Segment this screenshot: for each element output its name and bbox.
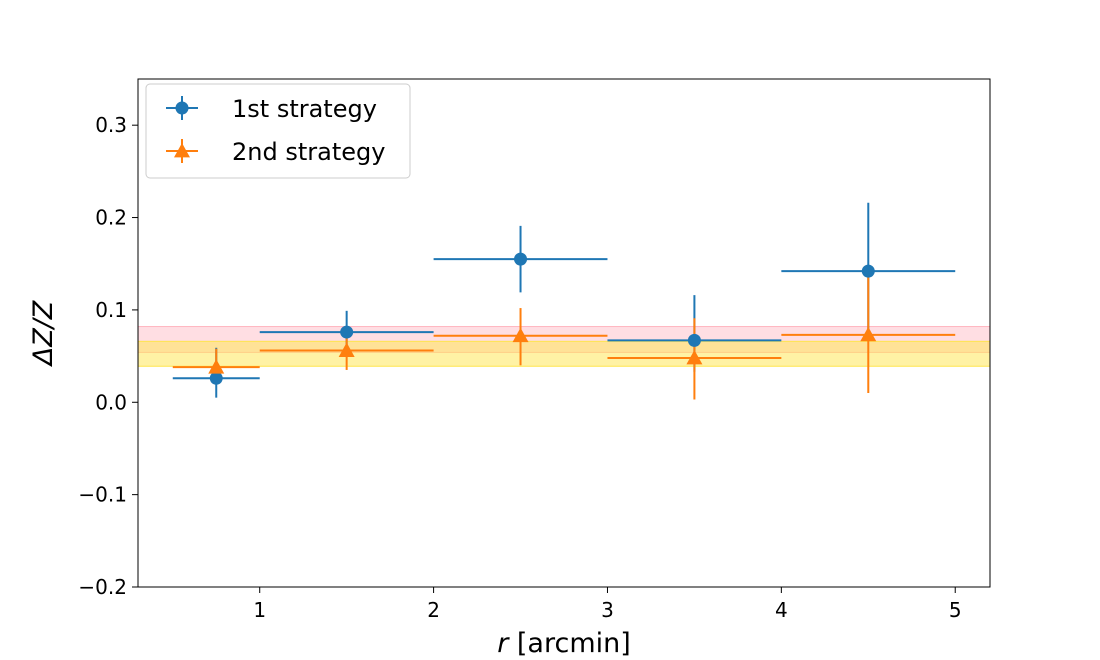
x-tick-label: 1	[253, 598, 266, 622]
y-tick-label: 0.1	[95, 298, 127, 322]
x-axis-label: r [arcmin]	[497, 628, 631, 659]
y-tick-label: 0.2	[95, 206, 127, 230]
y-tick-label: 0.0	[95, 390, 127, 414]
y-tick-label: −0.2	[78, 575, 127, 599]
series-2nd-point	[686, 349, 703, 365]
series-1st-point	[209, 371, 223, 385]
legend-entry-1st: 1st strategy	[166, 95, 377, 123]
errorbars-layer	[172, 202, 956, 400]
ticks-layer: 1 2 3 4 5 −0.2 −0.1 0.0 0.1 0.2 0.3	[78, 113, 961, 622]
legend-entry-2nd-marker	[174, 143, 190, 158]
x-tick-label: 5	[949, 598, 962, 622]
y-tick-label: −0.1	[78, 483, 127, 507]
series-2nd-point	[208, 359, 225, 374]
series-1st-point	[514, 252, 528, 266]
legend-entry-1st-label: 1st strategy	[232, 95, 377, 123]
series-1st-point	[687, 333, 701, 347]
y-tick-label: 0.3	[95, 113, 127, 137]
series-2nd-point	[338, 342, 355, 357]
legend-entry-1st-marker	[175, 101, 189, 115]
x-tick-label: 2	[427, 598, 440, 622]
plot-frame	[137, 78, 991, 588]
legend: 1st strategy 2nd strategy	[145, 83, 411, 179]
legend-entries: 1st strategy 2nd strategy	[166, 95, 385, 166]
yellow-band	[137, 340, 991, 367]
x-axis-unit: [arcmin]	[508, 628, 630, 659]
legend-entry-2nd-label: 2nd strategy	[232, 138, 385, 166]
x-axis-variable: r	[497, 628, 510, 659]
series-2nd-point	[860, 326, 877, 342]
legend-box	[145, 83, 411, 179]
x-tick-label: 3	[601, 598, 614, 622]
legend-entry-2nd: 2nd strategy	[166, 138, 385, 166]
bands-layer	[137, 326, 991, 367]
series-2nd-point	[512, 327, 529, 343]
x-tick-label: 4	[775, 598, 788, 622]
markers-layer	[208, 252, 877, 385]
y-axis-label: ΔZ/Z	[28, 300, 59, 367]
series-1st-point	[861, 264, 875, 278]
series-1st-point	[340, 325, 354, 339]
